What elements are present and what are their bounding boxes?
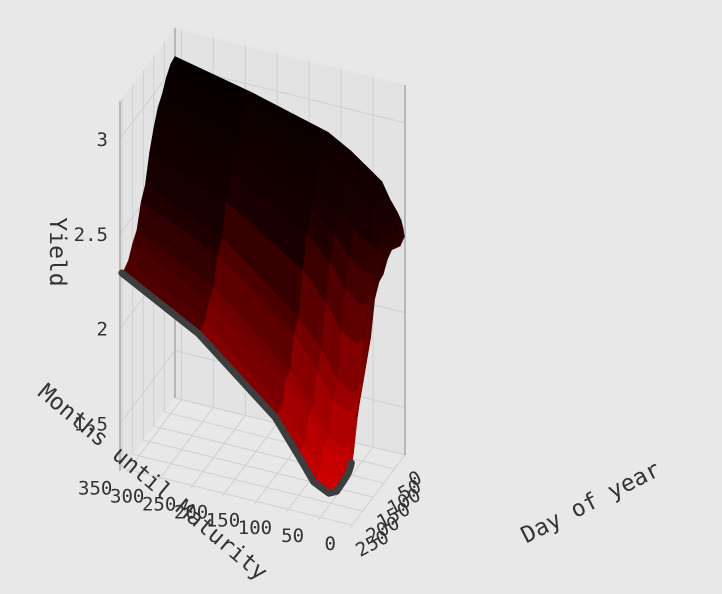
z-tick-label: 1.5 [74, 414, 108, 436]
y-tick-label: 0 [325, 533, 336, 555]
x-gridline [121, 98, 353, 526]
z-tick-label: 2 [97, 319, 108, 341]
y-tick-label: 150 [206, 509, 240, 531]
x-axis-title: Day of year [517, 457, 665, 549]
z-tick-label: 3 [97, 129, 108, 151]
surface-layer [118, 56, 405, 497]
z-axis-title: Yield [44, 217, 70, 286]
y-tick-label: 250 [142, 493, 176, 515]
z-tick-label: 2.5 [74, 224, 108, 246]
y-tick-label: 100 [238, 517, 272, 539]
y-tick-label: 300 [110, 486, 144, 508]
y-tick-label: 200 [174, 501, 208, 523]
y-tick-label: 50 [281, 525, 304, 547]
x-gridline [132, 84, 363, 512]
y-tick-label: 350 [78, 478, 112, 500]
latest-curve-line [118, 269, 355, 497]
